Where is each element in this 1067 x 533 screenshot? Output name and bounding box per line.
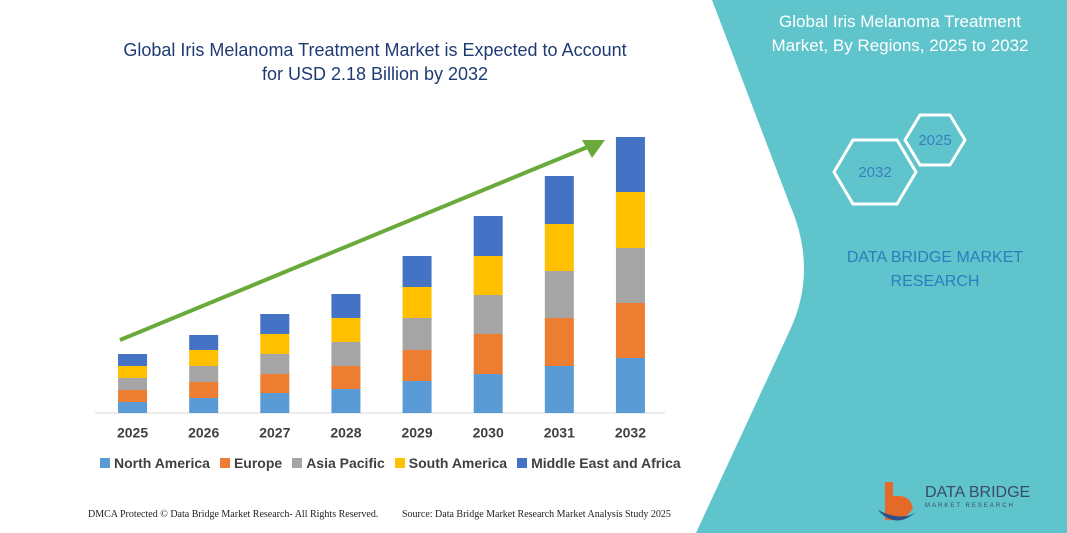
x-tick-label: 2025 <box>117 425 148 441</box>
panel-title: Global Iris Melanoma Treatment Market, B… <box>771 12 1029 55</box>
legend-swatch <box>292 458 303 468</box>
bar-segment <box>402 287 432 318</box>
bar-segment <box>118 378 148 390</box>
bar-segment <box>260 374 290 393</box>
bar-segment <box>260 314 290 334</box>
legend-swatch <box>517 458 528 468</box>
x-tick-label: 2030 <box>473 425 504 441</box>
legend-item: Europe <box>219 455 283 471</box>
x-tick-label: 2031 <box>544 425 575 441</box>
bar-segment <box>402 381 432 413</box>
hexagon <box>832 138 918 206</box>
trend-arrow <box>119 144 591 342</box>
bar-segment <box>118 390 148 402</box>
bar-segment <box>118 354 148 366</box>
legend-item: Middle East and Africa <box>517 455 681 471</box>
bar-segment <box>189 398 219 413</box>
bar-segment <box>189 366 219 382</box>
legend-label: North America <box>114 455 210 471</box>
legend-swatch <box>219 458 230 468</box>
x-tick-label: 2028 <box>330 425 361 441</box>
x-tick-label: 2027 <box>259 425 290 441</box>
legend-label: Europe <box>233 455 283 471</box>
bar-segment <box>331 342 361 366</box>
legend-item: North America <box>100 455 210 471</box>
arrow-head <box>582 140 605 158</box>
logo-icon <box>878 482 916 521</box>
hexagon <box>903 113 967 167</box>
panel-background <box>696 0 1067 533</box>
footer-right: Source: Data Bridge Market Research Mark… <box>402 509 671 520</box>
brand-text: DATA BRIDGE MARKET RESEARCH <box>846 249 1024 290</box>
bar-segment <box>544 366 574 413</box>
bar-segment <box>544 224 574 271</box>
bar-segment <box>402 350 432 381</box>
bar-segment <box>118 402 148 413</box>
bar-segment <box>473 256 503 295</box>
legend-swatch <box>100 458 110 468</box>
x-tick-label: 2026 <box>188 425 219 441</box>
bar-segment <box>615 192 645 248</box>
bar-segment <box>260 354 290 374</box>
legend-label: Middle East and Africa <box>531 455 681 471</box>
bar-segment <box>402 256 432 287</box>
legend-item: South America <box>394 455 508 471</box>
hexagon-label: 2032 <box>858 164 891 181</box>
bar-segment <box>544 318 574 366</box>
bar-segment <box>331 318 361 342</box>
bar-segment <box>615 303 645 358</box>
legend-swatch <box>394 458 405 468</box>
legend-label: South America <box>408 455 508 471</box>
bar-segment <box>615 358 645 413</box>
legend-item: Asia Pacific <box>292 455 385 471</box>
bar-segment <box>473 374 503 413</box>
footer-left: DMCA Protected © Data Bridge Market Rese… <box>88 509 379 520</box>
bar-segment <box>189 350 219 366</box>
logo-tagline: MARKET RESEARCH <box>925 503 1015 509</box>
bar-segment <box>331 294 361 318</box>
bar-segment <box>260 334 290 354</box>
chart-title: Global Iris Melanoma Treatment Market is… <box>123 40 627 84</box>
logo-name: DATA BRIDGE <box>925 484 1031 501</box>
bar-segment <box>189 335 219 350</box>
bar-segment <box>473 334 503 374</box>
bar-segment <box>473 216 503 256</box>
x-tick-label: 2032 <box>615 425 646 441</box>
bar-segment <box>402 318 432 350</box>
bar-segment <box>118 366 148 378</box>
bar-segment <box>615 137 645 192</box>
bar-segment <box>544 271 574 318</box>
bar-segment <box>331 389 361 413</box>
bar-segment <box>473 295 503 334</box>
bar-segment <box>544 176 574 224</box>
bar-segment <box>331 366 361 389</box>
x-tick-label: 2029 <box>401 425 432 441</box>
bar-segment <box>260 393 290 413</box>
legend: North America Europe Asia Pacific South Ame… <box>100 455 681 471</box>
bar-segment <box>189 382 219 398</box>
legend-label: Asia Pacific <box>306 455 385 471</box>
hexagon-label: 2025 <box>918 132 951 149</box>
bar-segment <box>615 248 645 303</box>
